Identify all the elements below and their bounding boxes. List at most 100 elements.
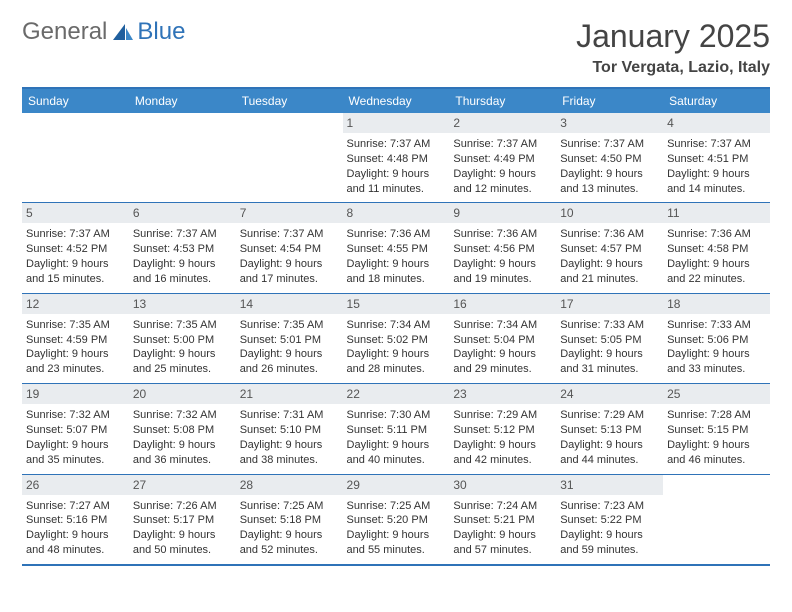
day-dl1: Daylight: 9 hours (347, 257, 446, 272)
day-dl1: Daylight: 9 hours (560, 438, 659, 453)
day-sunrise: Sunrise: 7:24 AM (453, 499, 552, 514)
day-sunrise: Sunrise: 7:28 AM (667, 408, 766, 423)
calendar-cell: 26 Sunrise: 7:27 AMSunset: 5:16 PMDayligh… (22, 474, 129, 564)
title-block: January 2025 Tor Vergata, Lazio, Italy (576, 18, 770, 77)
calendar-cell: 12 Sunrise: 7:35 AMSunset: 4:59 PMDayligh… (22, 293, 129, 383)
day-number: 11 (663, 203, 770, 223)
day-number: 12 (22, 294, 129, 314)
day-sunset: Sunset: 5:05 PM (560, 333, 659, 348)
day-details: Sunrise: 7:33 AMSunset: 5:05 PMDaylight:… (560, 318, 659, 377)
day-sunset: Sunset: 5:00 PM (133, 333, 232, 348)
day-details: Sunrise: 7:36 AMSunset: 4:58 PMDaylight:… (667, 227, 766, 286)
day-sunset: Sunset: 4:59 PM (26, 333, 125, 348)
day-details: Sunrise: 7:25 AMSunset: 5:18 PMDaylight:… (240, 499, 339, 558)
day-details: Sunrise: 7:36 AMSunset: 4:57 PMDaylight:… (560, 227, 659, 286)
day-dl2: and 40 minutes. (347, 453, 446, 468)
day-dl2: and 38 minutes. (240, 453, 339, 468)
calendar-cell: 27 Sunrise: 7:26 AMSunset: 5:17 PMDayligh… (129, 474, 236, 564)
day-dl2: and 28 minutes. (347, 362, 446, 377)
day-dl2: and 42 minutes. (453, 453, 552, 468)
day-number: 3 (556, 113, 663, 133)
day-details: Sunrise: 7:34 AMSunset: 5:04 PMDaylight:… (453, 318, 552, 377)
day-number: 27 (129, 475, 236, 495)
day-sunrise: Sunrise: 7:36 AM (453, 227, 552, 242)
calendar-cell: 3Sunrise: 7:37 AMSunset: 4:50 PMDaylight… (556, 113, 663, 202)
calendar-week: 19Sunrise: 7:32 AMSunset: 5:07 PMDayligh… (22, 383, 770, 473)
day-dl2: and 12 minutes. (453, 182, 552, 197)
day-sunset: Sunset: 5:01 PM (240, 333, 339, 348)
day-sunrise: Sunrise: 7:37 AM (26, 227, 125, 242)
day-dl2: and 13 minutes. (560, 182, 659, 197)
day-dl2: and 16 minutes. (133, 272, 232, 287)
day-dl2: and 59 minutes. (560, 543, 659, 558)
day-sunset: Sunset: 4:53 PM (133, 242, 232, 257)
day-dl1: Daylight: 9 hours (667, 167, 766, 182)
day-details: Sunrise: 7:26 AMSunset: 5:17 PMDaylight:… (133, 499, 232, 558)
day-dl2: and 35 minutes. (26, 453, 125, 468)
day-dl1: Daylight: 9 hours (560, 347, 659, 362)
day-dl1: Daylight: 9 hours (240, 257, 339, 272)
calendar-cell: 23Sunrise: 7:29 AMSunset: 5:12 PMDayligh… (449, 383, 556, 473)
day-dl1: Daylight: 9 hours (26, 257, 125, 272)
day-sunset: Sunset: 4:58 PM (667, 242, 766, 257)
day-dl2: and 15 minutes. (26, 272, 125, 287)
day-sunrise: Sunrise: 7:23 AM (560, 499, 659, 514)
day-dl1: Daylight: 9 hours (240, 347, 339, 362)
calendar-cell: 22Sunrise: 7:30 AMSunset: 5:11 PMDayligh… (343, 383, 450, 473)
day-sunset: Sunset: 5:04 PM (453, 333, 552, 348)
day-dl2: and 26 minutes. (240, 362, 339, 377)
day-details: Sunrise: 7:37 AMSunset: 4:54 PMDaylight:… (240, 227, 339, 286)
day-sunset: Sunset: 4:54 PM (240, 242, 339, 257)
day-header: Sunday (22, 89, 129, 113)
calendar-head: SundayMondayTuesdayWednesdayThursdayFrid… (22, 89, 770, 113)
day-number: 31 (556, 475, 663, 495)
day-sunrise: Sunrise: 7:25 AM (347, 499, 446, 514)
calendar-cell: 20Sunrise: 7:32 AMSunset: 5:08 PMDayligh… (129, 383, 236, 473)
day-sunset: Sunset: 5:06 PM (667, 333, 766, 348)
calendar-week: 5Sunrise: 7:37 AMSunset: 4:52 PMDaylight… (22, 202, 770, 292)
calendar-cell: 6Sunrise: 7:37 AMSunset: 4:53 PMDaylight… (129, 202, 236, 292)
calendar-cell: 31 Sunrise: 7:23 AMSunset: 5:22 PMDayligh… (556, 474, 663, 564)
day-details: Sunrise: 7:27 AMSunset: 5:16 PMDaylight:… (26, 499, 125, 558)
day-number: 13 (129, 294, 236, 314)
logo-word-2: Blue (137, 18, 185, 46)
calendar-cell (663, 474, 770, 564)
calendar-cell: 9Sunrise: 7:36 AMSunset: 4:56 PMDaylight… (449, 202, 556, 292)
day-details: Sunrise: 7:35 AMSunset: 4:59 PMDaylight:… (26, 318, 125, 377)
day-sunrise: Sunrise: 7:29 AM (453, 408, 552, 423)
day-dl2: and 19 minutes. (453, 272, 552, 287)
day-sunrise: Sunrise: 7:37 AM (347, 137, 446, 152)
day-number: 1 (343, 113, 450, 133)
day-details: Sunrise: 7:37 AMSunset: 4:51 PMDaylight:… (667, 137, 766, 196)
day-sunset: Sunset: 5:08 PM (133, 423, 232, 438)
day-number: 29 (343, 475, 450, 495)
day-dl2: and 50 minutes. (133, 543, 232, 558)
day-header: Tuesday (236, 89, 343, 113)
day-header: Thursday (449, 89, 556, 113)
day-details: Sunrise: 7:35 AMSunset: 5:00 PMDaylight:… (133, 318, 232, 377)
day-dl2: and 23 minutes. (26, 362, 125, 377)
day-number: 28 (236, 475, 343, 495)
day-dl2: and 17 minutes. (240, 272, 339, 287)
day-sunset: Sunset: 5:12 PM (453, 423, 552, 438)
calendar-cell: 19Sunrise: 7:32 AMSunset: 5:07 PMDayligh… (22, 383, 129, 473)
day-header: Wednesday (343, 89, 450, 113)
day-sunset: Sunset: 5:22 PM (560, 513, 659, 528)
day-dl1: Daylight: 9 hours (560, 528, 659, 543)
day-sunrise: Sunrise: 7:37 AM (453, 137, 552, 152)
day-sunset: Sunset: 4:49 PM (453, 152, 552, 167)
location-subtitle: Tor Vergata, Lazio, Italy (576, 59, 770, 77)
day-sunset: Sunset: 4:52 PM (26, 242, 125, 257)
day-number: 8 (343, 203, 450, 223)
day-number: 18 (663, 294, 770, 314)
day-dl1: Daylight: 9 hours (560, 257, 659, 272)
day-dl2: and 14 minutes. (667, 182, 766, 197)
day-sunset: Sunset: 4:51 PM (667, 152, 766, 167)
calendar-cell: 18Sunrise: 7:33 AMSunset: 5:06 PMDayligh… (663, 293, 770, 383)
calendar-cell: 16Sunrise: 7:34 AMSunset: 5:04 PMDayligh… (449, 293, 556, 383)
day-sunrise: Sunrise: 7:25 AM (240, 499, 339, 514)
day-number: 26 (22, 475, 129, 495)
day-dl2: and 11 minutes. (347, 182, 446, 197)
day-sunrise: Sunrise: 7:34 AM (347, 318, 446, 333)
day-dl2: and 22 minutes. (667, 272, 766, 287)
